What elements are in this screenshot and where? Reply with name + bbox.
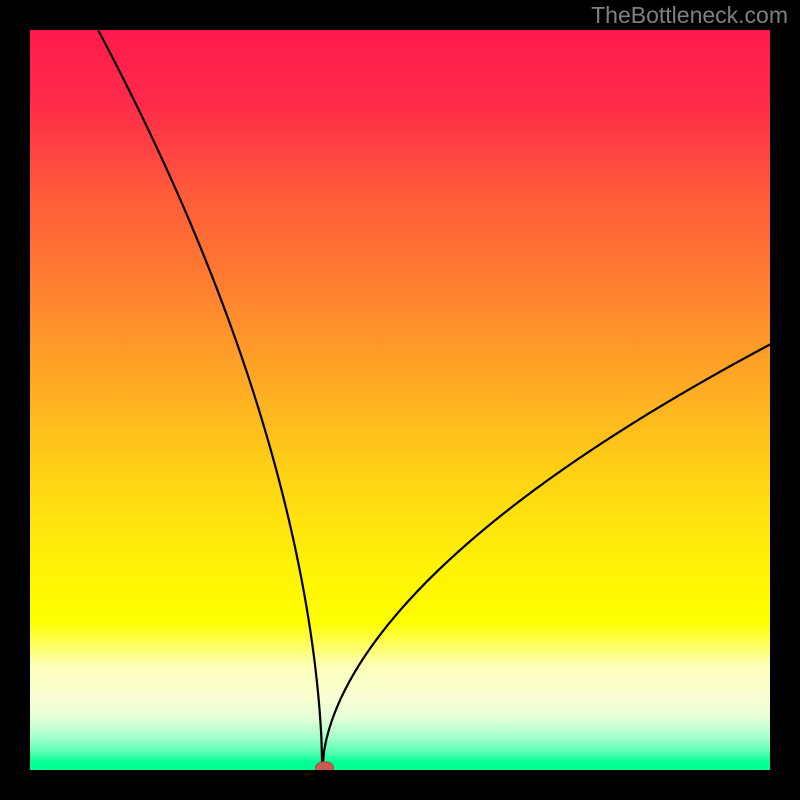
border-bottom: [0, 770, 800, 800]
chart-container: TheBottleneck.com: [0, 0, 800, 800]
border-right: [770, 0, 800, 800]
watermark-text: TheBottleneck.com: [591, 2, 788, 29]
bottleneck-chart: [0, 0, 800, 800]
gradient-background: [30, 30, 770, 770]
border-left: [0, 0, 30, 800]
